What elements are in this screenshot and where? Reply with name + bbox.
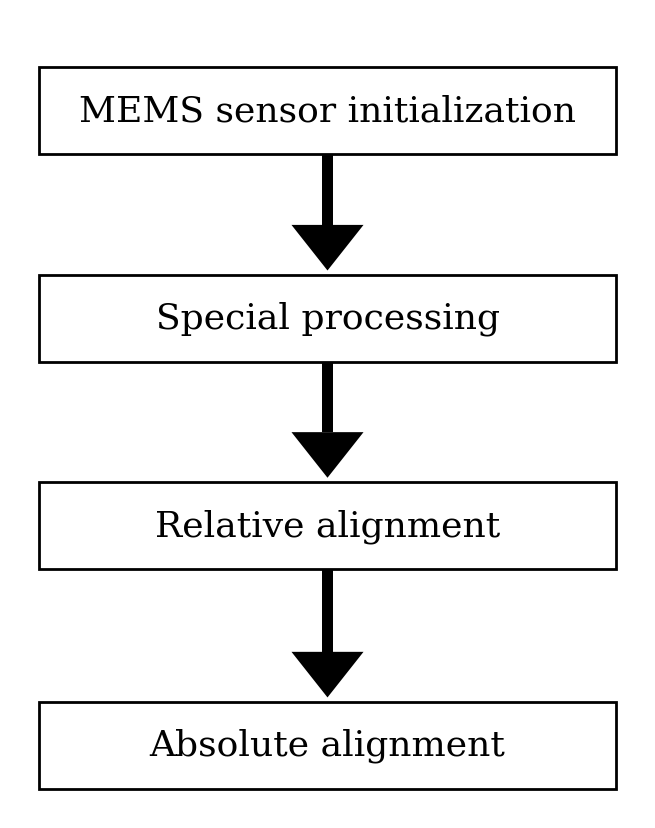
- Text: Absolute alignment: Absolute alignment: [149, 728, 506, 763]
- Text: MEMS sensor initialization: MEMS sensor initialization: [79, 94, 576, 129]
- Bar: [39, 275, 616, 363]
- Bar: [39, 482, 616, 570]
- Bar: [39, 702, 616, 788]
- Polygon shape: [291, 225, 364, 272]
- Polygon shape: [291, 433, 364, 479]
- Bar: [39, 69, 616, 156]
- Text: Special processing: Special processing: [155, 301, 500, 336]
- Bar: [322, 363, 333, 433]
- Text: Relative alignment: Relative alignment: [155, 508, 500, 543]
- Bar: [322, 570, 333, 652]
- Polygon shape: [291, 652, 364, 697]
- Bar: [322, 156, 333, 225]
